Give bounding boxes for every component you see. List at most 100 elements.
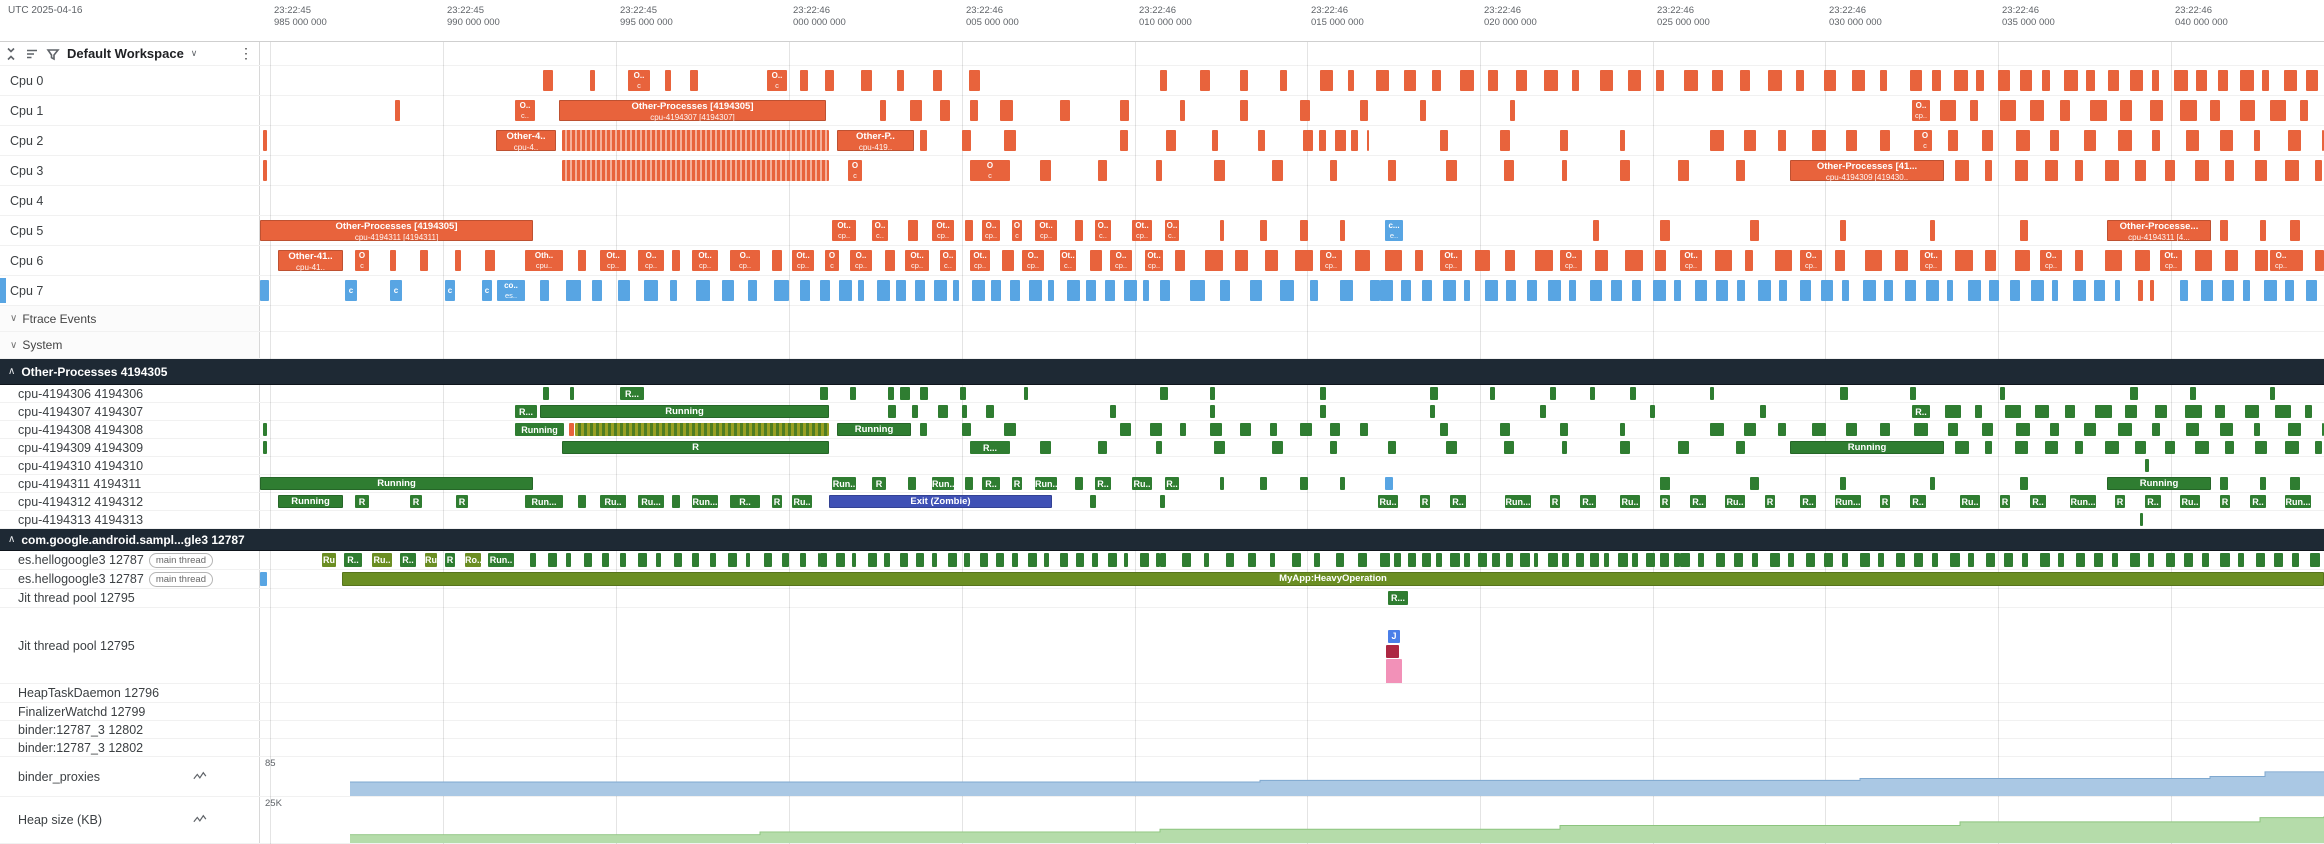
slice[interactable]	[1336, 553, 1344, 567]
slice[interactable]	[1504, 160, 1514, 181]
slice[interactable]	[2166, 553, 2176, 567]
slice[interactable]	[986, 405, 994, 418]
slice[interactable]	[1932, 70, 1942, 91]
slice[interactable]	[390, 250, 396, 271]
slice[interactable]	[1340, 280, 1354, 301]
slice[interactable]: O.. cp..	[1560, 250, 1582, 271]
slice[interactable]	[2186, 423, 2199, 436]
slice[interactable]	[1464, 553, 1470, 567]
slice[interactable]	[1852, 70, 1866, 91]
slice[interactable]	[1618, 553, 1628, 567]
slice[interactable]	[1076, 553, 1084, 567]
slice[interactable]	[2220, 477, 2228, 490]
slice[interactable]	[2135, 250, 2151, 271]
track-timeline-system[interactable]	[260, 332, 2324, 358]
slice[interactable]	[2220, 423, 2234, 436]
slice[interactable]	[1593, 220, 1599, 241]
slice[interactable]: R..	[2250, 495, 2266, 508]
slice[interactable]	[566, 553, 571, 567]
slice[interactable]	[934, 280, 947, 301]
slice[interactable]	[1440, 423, 1449, 436]
slice[interactable]	[1250, 280, 1262, 301]
slice[interactable]	[1205, 250, 1223, 271]
slice[interactable]	[1120, 423, 1131, 436]
slice[interactable]: Other-Processe... cpu-4194311 [4...	[2107, 220, 2211, 241]
slice[interactable]	[932, 553, 937, 567]
slice[interactable]	[1240, 70, 1248, 91]
slice[interactable]	[1320, 387, 1326, 400]
slice[interactable]	[530, 553, 536, 567]
slice[interactable]	[972, 280, 985, 301]
slice[interactable]	[1744, 423, 1757, 436]
slice[interactable]: Ru..	[600, 495, 626, 508]
slice[interactable]	[2016, 423, 2031, 436]
slice[interactable]	[896, 280, 906, 301]
slice[interactable]	[2306, 70, 2318, 91]
slice[interactable]	[2152, 423, 2160, 436]
slice[interactable]: O.. cp..	[850, 250, 872, 271]
slice[interactable]	[2190, 387, 2196, 400]
slice[interactable]: O.. c..	[940, 250, 956, 271]
slice[interactable]: O.. cp..	[638, 250, 664, 271]
track-timeline-heap-size[interactable]: 25K	[260, 797, 2324, 843]
slice[interactable]	[2095, 405, 2112, 418]
slice[interactable]	[1086, 280, 1097, 301]
slice[interactable]	[2186, 130, 2199, 151]
slice[interactable]	[1842, 280, 1850, 301]
slice[interactable]	[2310, 553, 2321, 567]
slice[interactable]	[2255, 441, 2267, 454]
slice[interactable]	[1914, 423, 1929, 436]
slice[interactable]	[1948, 423, 1959, 436]
slice[interactable]	[1140, 553, 1149, 567]
slice[interactable]	[1394, 553, 1401, 567]
slice[interactable]: Running	[260, 477, 533, 490]
slice[interactable]	[1600, 70, 1613, 91]
slice[interactable]	[2300, 100, 2308, 121]
slice[interactable]	[570, 387, 574, 400]
slice[interactable]	[1710, 387, 1714, 400]
slice[interactable]	[2264, 280, 2278, 301]
slice[interactable]	[1653, 280, 1667, 301]
slice[interactable]	[2094, 553, 2103, 567]
slice[interactable]	[1260, 477, 1268, 490]
slice[interactable]	[1684, 70, 1698, 91]
slice[interactable]	[2238, 553, 2244, 567]
slice[interactable]: Ot.. cp..	[1920, 250, 1942, 271]
slice[interactable]	[1160, 553, 1167, 567]
track-list-icon[interactable]	[25, 47, 39, 61]
slice[interactable]	[1630, 387, 1636, 400]
slice[interactable]	[1560, 423, 1568, 436]
slice[interactable]	[1488, 70, 1498, 91]
slice[interactable]	[1516, 70, 1528, 91]
slice[interactable]	[1108, 553, 1117, 567]
slice[interactable]: O.. cp..	[1800, 250, 1822, 271]
slice[interactable]	[2290, 477, 2300, 490]
slice[interactable]	[1270, 553, 1276, 567]
slice[interactable]	[2076, 553, 2086, 567]
slice[interactable]	[2135, 441, 2147, 454]
slice[interactable]	[1235, 250, 1249, 271]
slice[interactable]	[2050, 130, 2059, 151]
slice[interactable]	[2274, 553, 2283, 567]
slice[interactable]	[1330, 441, 1338, 454]
slice[interactable]	[1646, 553, 1655, 567]
slice[interactable]	[2290, 220, 2300, 241]
slice[interactable]	[1846, 130, 1858, 151]
slice[interactable]	[2322, 130, 2324, 151]
slice[interactable]	[850, 387, 856, 400]
slice[interactable]	[1840, 477, 1847, 490]
track-timeline-toolbar[interactable]	[260, 42, 2324, 65]
slice[interactable]	[2105, 250, 2122, 271]
slice[interactable]	[2031, 280, 2044, 301]
slice[interactable]	[1156, 441, 1163, 454]
slice[interactable]: Ro..	[465, 553, 481, 567]
time-ruler[interactable]: UTC 2025-04-16 23:22:45 985 000 000 23:22:…	[0, 0, 2324, 42]
slice[interactable]	[1098, 160, 1107, 181]
slice[interactable]	[1160, 280, 1170, 301]
slice[interactable]	[2225, 250, 2239, 271]
slice[interactable]: O.. c..	[872, 220, 888, 241]
slice[interactable]	[2000, 100, 2017, 121]
workspace-selector[interactable]: Default Workspace	[67, 46, 184, 61]
expand-group-icon[interactable]: ∨	[10, 339, 18, 351]
slice[interactable]	[1075, 220, 1083, 241]
